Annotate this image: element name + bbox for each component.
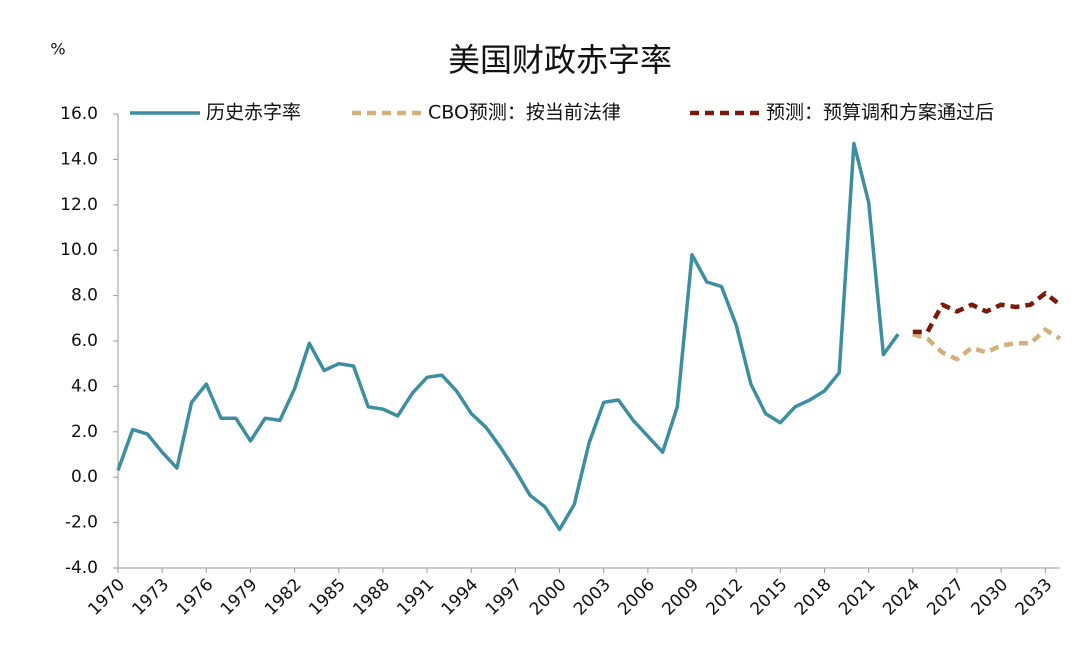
x-tick-label: 2021 [835, 575, 880, 620]
legend-label: CBO预测：按当前法律 [428, 102, 621, 124]
x-tick-label: 1970 [84, 575, 129, 620]
x-tick-label: 1985 [305, 575, 350, 620]
y-tick-label: 12.0 [60, 195, 98, 215]
y-tick-label: 8.0 [71, 286, 98, 306]
series-line [116, 141, 900, 532]
x-tick-label: 2000 [526, 575, 571, 620]
y-tick-label: -4.0 [65, 558, 98, 578]
x-tick-label: 1979 [217, 575, 262, 620]
y-tick-label: 14.0 [60, 149, 98, 169]
chart-title: 美国财政赤字率 [448, 41, 672, 79]
legend-label: 预测：预算调和方案通过后 [766, 102, 994, 124]
x-tick-label: 2012 [703, 575, 748, 620]
x-tick-label: 1988 [349, 575, 394, 620]
series-line [912, 291, 1062, 335]
y-tick-label: -2.0 [65, 513, 98, 533]
y-unit: % [50, 40, 65, 59]
x-tick-label: 2018 [791, 575, 836, 620]
y-tick-label: 0.0 [71, 467, 98, 487]
y-tick-label: 6.0 [71, 331, 98, 351]
x-tick-label: 2024 [879, 575, 924, 620]
x-tick-label: 2015 [747, 575, 792, 620]
y-tick-label: 10.0 [60, 240, 98, 260]
x-tick-label: 2006 [614, 575, 659, 620]
x-tick-label: 2009 [658, 575, 703, 620]
y-tick-label: 16.0 [60, 104, 98, 124]
x-tick-label: 1994 [438, 575, 483, 620]
legend-label: 历史赤字率 [206, 102, 301, 124]
x-tick-label: 2033 [1012, 575, 1057, 620]
x-tick-label: 1976 [173, 575, 218, 620]
x-tick-label: 1997 [482, 575, 527, 620]
y-tick-label: 2.0 [71, 422, 98, 442]
x-tick-label: 1973 [128, 575, 173, 620]
x-tick-label: 1991 [393, 575, 438, 620]
y-tick-label: 4.0 [71, 376, 98, 396]
series-line [912, 327, 1062, 362]
x-tick-label: 2003 [570, 575, 615, 620]
x-tick-label: 2027 [923, 575, 968, 620]
x-tick-label: 1982 [261, 575, 306, 620]
x-tick-label: 2030 [967, 575, 1012, 620]
